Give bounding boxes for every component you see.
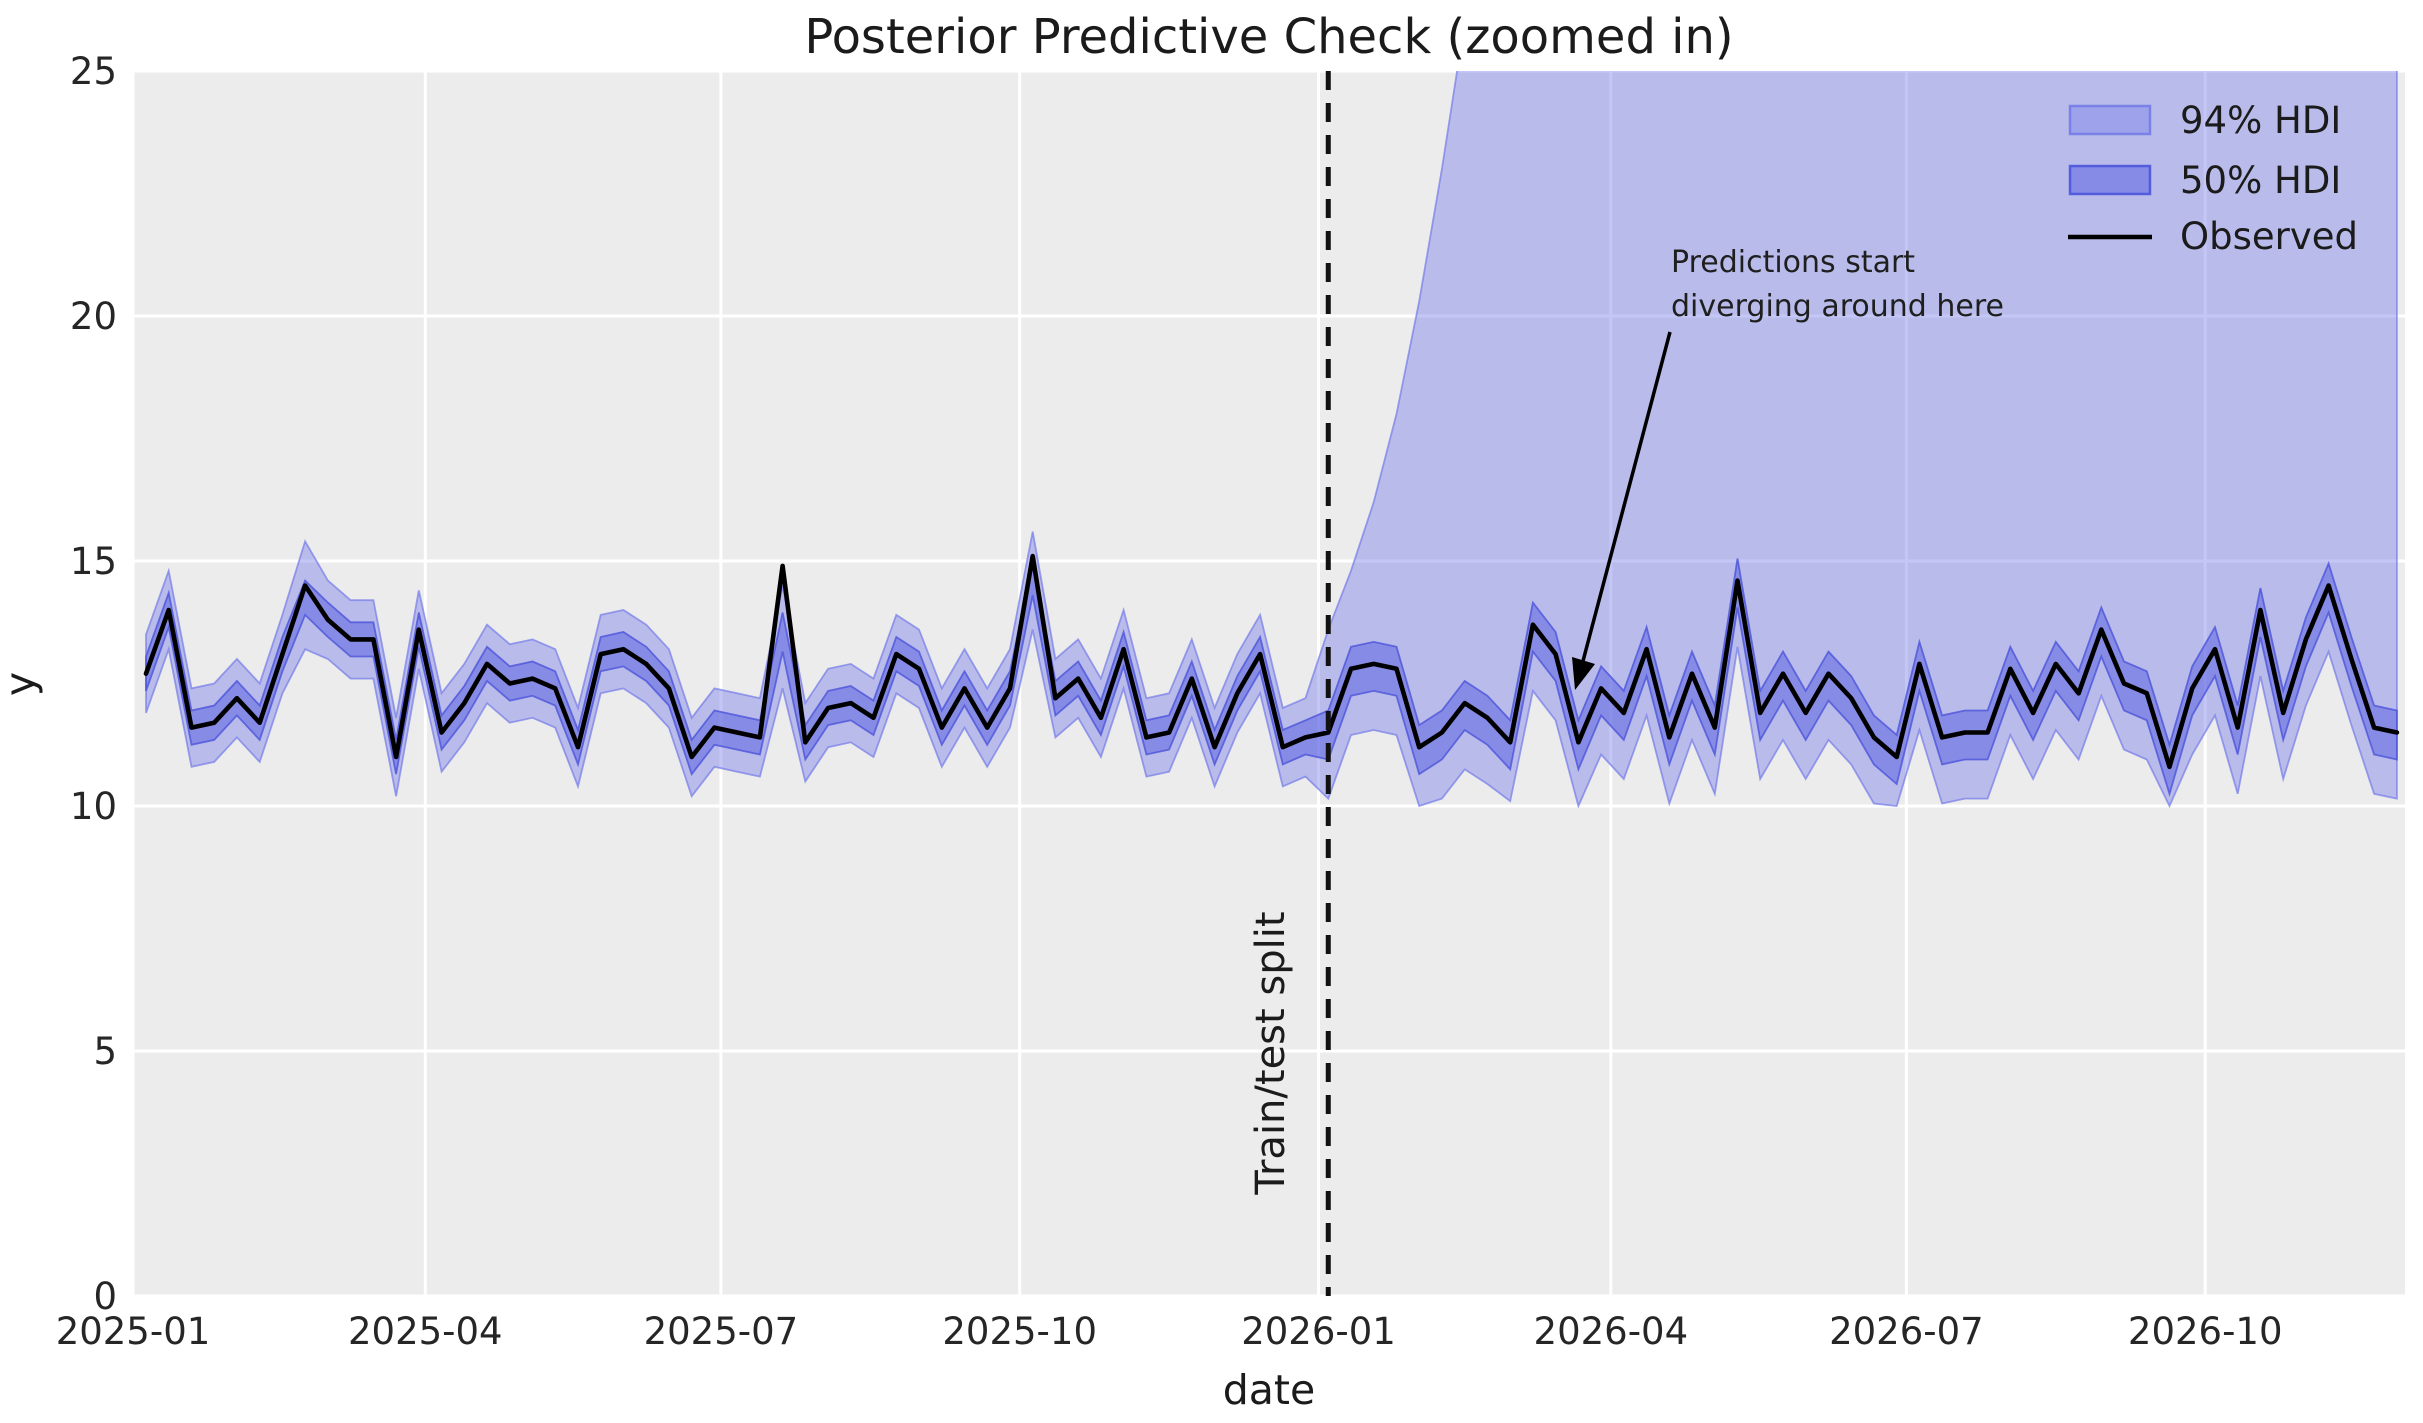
x-tick-label: 2026-10	[2128, 1310, 2283, 1353]
annotation: Predictions start diverging around here	[1572, 245, 2004, 690]
annotation-line2: diverging around here	[1671, 289, 2004, 324]
legend-label-observed: Observed	[2180, 215, 2358, 258]
x-tick-label: 2025-07	[644, 1310, 799, 1353]
x-tick-label: 2025-10	[942, 1310, 1097, 1353]
chart-title: Posterior Predictive Check (zoomed in)	[804, 9, 1733, 65]
y-axis-label: y	[0, 672, 44, 696]
legend-swatch-94-hdi	[2068, 104, 2152, 136]
x-tick-label: 2026-04	[1534, 1310, 1689, 1353]
annotation-arrowhead	[1572, 657, 1595, 690]
observed-line	[143, 553, 2400, 770]
x-axis-label: date	[1223, 1366, 1315, 1414]
y-tick-label: 0	[93, 1275, 117, 1318]
train-test-split-label: Train/test split	[1248, 911, 1294, 1195]
hdi94-band	[145, 71, 2398, 809]
x-tick-label: 2026-01	[1241, 1310, 1396, 1353]
data-layer	[143, 71, 2400, 809]
legend-label-94-hdi: 94% HDI	[2180, 99, 2341, 142]
legend-swatch-50-hdi	[2068, 164, 2152, 196]
y-tick-label: 25	[70, 50, 117, 93]
tick-labels: 0 5 10 15 20 25 2025-01 2025-04 2025-07 2025-10 20…	[56, 50, 2283, 1353]
annotation-line1: Predictions start	[1671, 245, 1915, 280]
y-tick-label: 20	[70, 295, 117, 338]
y-tick-label: 15	[70, 540, 117, 583]
legend: 94% HDI 50% HDI Observed	[2068, 99, 2358, 258]
x-tick-label: 2025-04	[348, 1310, 503, 1353]
x-tick-label: 2025-01	[56, 1310, 211, 1353]
y-tick-label: 5	[93, 1030, 117, 1073]
y-tick-label: 10	[70, 785, 117, 828]
legend-label-50-hdi: 50% HDI	[2180, 159, 2341, 202]
x-tick-label: 2026-07	[1829, 1310, 1984, 1353]
annotation-arrow-line	[1581, 331, 1672, 662]
